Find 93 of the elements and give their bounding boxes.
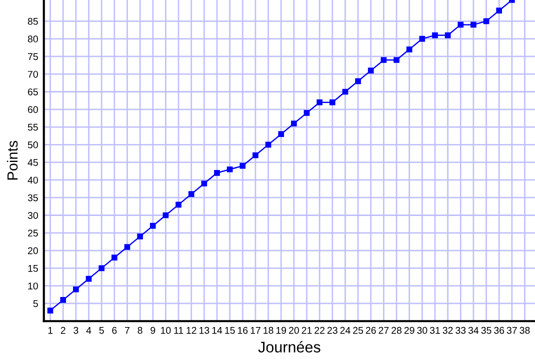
- y-tick-label: 50: [28, 141, 38, 148]
- point: [226, 166, 233, 172]
- point: [355, 78, 361, 84]
- x-tick-label: 7: [125, 327, 130, 334]
- point: [60, 297, 66, 303]
- y-tick-label: 75: [28, 53, 38, 60]
- point: [483, 18, 490, 24]
- x-tick-label: 10: [161, 326, 171, 334]
- x-tick-label: 3: [74, 326, 78, 334]
- point: [86, 276, 92, 282]
- point: [394, 57, 400, 63]
- x-tick-label: 12: [186, 326, 196, 334]
- y-tick-label: 25: [28, 230, 38, 237]
- x-tick-label: 15: [225, 327, 235, 334]
- point: [470, 22, 476, 28]
- point: [458, 22, 464, 28]
- y-tick-label: 45: [28, 159, 38, 166]
- x-tick-label: 22: [314, 326, 324, 334]
- point: [176, 202, 182, 208]
- x-tick-label: 17: [250, 327, 260, 334]
- point: [265, 142, 272, 148]
- x-tick-label: 13: [199, 326, 210, 334]
- y-tick-label: 65: [28, 88, 38, 96]
- y-tick-label: 35: [28, 194, 38, 202]
- point: [73, 286, 79, 292]
- y-tick-label: 30: [28, 212, 38, 219]
- x-tick-label: 26: [366, 326, 376, 334]
- x-tick-label: 16: [238, 326, 248, 334]
- point: [111, 254, 118, 261]
- y-tick-label: 5: [33, 300, 38, 308]
- point: [124, 244, 130, 250]
- point: [162, 212, 169, 218]
- point: [380, 57, 387, 63]
- y-axis-title: Points: [6, 140, 18, 180]
- point: [368, 68, 374, 74]
- x-tick-label: 19: [276, 326, 286, 334]
- point: [342, 88, 348, 95]
- x-tick-label: 11: [174, 327, 184, 334]
- point: [214, 170, 220, 176]
- y-tick-label: 55: [28, 124, 38, 131]
- x-tick-label: 31: [430, 326, 440, 334]
- point: [406, 46, 412, 52]
- x-tick-label: 27: [378, 326, 389, 334]
- x-tick-label: 20: [289, 326, 299, 334]
- x-tick-label: 25: [353, 326, 364, 334]
- point: [278, 131, 284, 138]
- y-tick-label: 70: [28, 70, 38, 78]
- x-tick-label: 33: [456, 326, 466, 334]
- y-tick-label: 60: [28, 106, 38, 114]
- y-tick-label: 20: [28, 247, 38, 254]
- x-tick-label: 14: [212, 327, 222, 334]
- x-tick-label: 18: [264, 326, 274, 334]
- x-tick-label: 4: [86, 327, 92, 334]
- x-tick-label: 28: [392, 326, 402, 334]
- x-tick-label: 9: [150, 326, 156, 334]
- point: [201, 180, 208, 186]
- y-tick-label: 10: [28, 282, 38, 290]
- y-tick-label: 80: [28, 36, 38, 42]
- point: [150, 222, 156, 229]
- x-tick-label: 23: [327, 326, 338, 334]
- y-tick-label: 15: [28, 265, 38, 272]
- x-tick-label: 2: [60, 326, 66, 334]
- x-axis-title: Journées: [258, 341, 320, 353]
- point: [252, 152, 258, 158]
- point: [496, 8, 502, 14]
- x-tick-label: 30: [417, 326, 428, 334]
- point: [329, 99, 336, 106]
- x-tick-label: 35: [481, 326, 492, 334]
- x-tick-label: 5: [99, 327, 104, 334]
- point: [47, 308, 54, 314]
- y-tick-label: 40: [28, 176, 38, 184]
- x-tick-label: 34: [468, 326, 479, 334]
- point: [98, 265, 104, 272]
- point: [316, 99, 322, 106]
- point: [432, 32, 438, 38]
- point: [444, 32, 451, 38]
- x-tick-label: 38: [520, 326, 530, 334]
- point: [304, 110, 310, 116]
- x-tick-label: 36: [494, 326, 504, 334]
- point: [240, 162, 246, 169]
- y-tick-label: 85: [28, 18, 38, 25]
- point: [291, 120, 297, 126]
- point: [188, 191, 194, 197]
- point: [419, 36, 426, 42]
- x-tick-label: 21: [302, 326, 312, 334]
- x-tick-label: 24: [340, 326, 350, 334]
- x-tick-label: 29: [404, 326, 414, 334]
- x-tick-label: 8: [138, 326, 142, 334]
- point: [137, 234, 143, 240]
- x-tick-label: 37: [506, 326, 517, 334]
- x-tick-label: 6: [112, 326, 117, 334]
- x-tick-label: 32: [442, 326, 453, 334]
- x-tick-label: 1: [48, 327, 53, 334]
